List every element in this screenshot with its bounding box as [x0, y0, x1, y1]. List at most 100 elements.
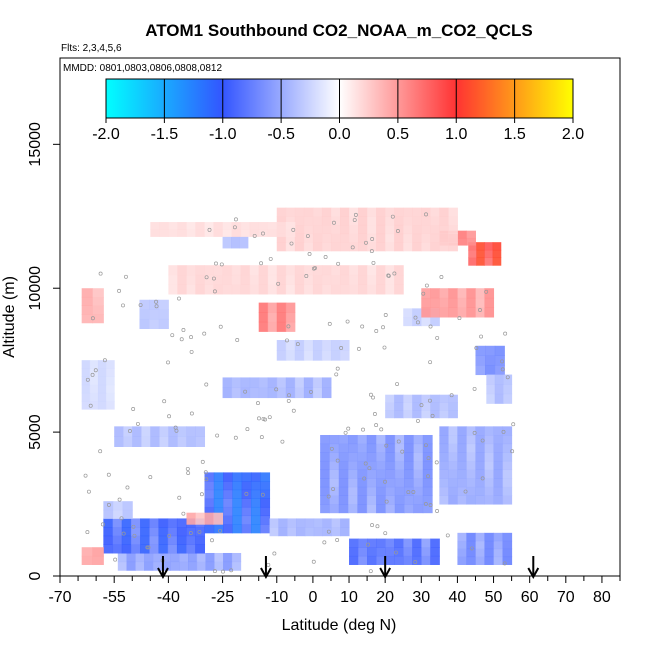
heatmap-cell	[457, 460, 467, 471]
sample-point	[406, 490, 411, 495]
heatmap-cell	[466, 532, 476, 542]
heatmap-cell	[484, 495, 495, 505]
heatmap-cell	[385, 478, 396, 488]
heatmap-cell	[303, 387, 314, 399]
y-tick-label: 10000	[27, 266, 44, 311]
heatmap-cell	[385, 460, 396, 471]
heatmap-cell	[213, 229, 224, 237]
heatmap-cell	[448, 297, 458, 308]
heatmap-cell	[267, 302, 278, 313]
heatmap-cell	[367, 547, 377, 557]
heatmap-cell	[97, 368, 107, 377]
sample-point	[212, 289, 217, 294]
heatmap-cell	[466, 297, 476, 308]
sample-point	[423, 502, 428, 506]
dates-label: MMDD: 0801,0803,0806,0808,0812	[63, 63, 222, 74]
heatmap-cell	[81, 384, 91, 394]
heatmap-cell	[502, 495, 513, 505]
heatmap-cell	[430, 216, 440, 226]
heatmap-cell	[260, 515, 271, 525]
arrow-head	[260, 567, 272, 580]
heatmap-cell	[167, 544, 178, 554]
heatmap-cell	[241, 498, 252, 508]
heatmap-cell	[404, 495, 414, 505]
heatmap-cell	[338, 460, 349, 471]
heatmap-cell	[394, 443, 405, 453]
heatmap-cell	[158, 309, 169, 320]
heatmap-cell	[403, 538, 413, 548]
heatmap-cell	[240, 284, 251, 295]
heatmap-cell	[348, 486, 358, 496]
heatmap-cell	[222, 274, 233, 285]
heatmap-cell	[276, 242, 287, 252]
sample-point	[304, 274, 309, 278]
sample-point	[415, 320, 420, 325]
x-tick-label: 80	[593, 589, 611, 606]
sample-point	[383, 531, 388, 536]
heatmap-cell	[466, 443, 476, 453]
heatmap-cell	[321, 242, 332, 252]
heatmap-cell	[186, 274, 196, 285]
heatmap-cell	[176, 518, 187, 528]
heatmap-cell	[89, 368, 99, 377]
heatmap-cell	[331, 527, 341, 537]
heatmap-cell	[448, 486, 458, 496]
heatmap-cell	[158, 318, 169, 330]
heatmap-cell	[394, 207, 404, 217]
heatmap-cell	[150, 436, 160, 447]
sample-point	[86, 489, 91, 494]
heatmap-cell	[313, 518, 324, 528]
heatmap-cell	[269, 527, 279, 537]
heatmap-cell	[81, 400, 91, 410]
heatmap-cell	[367, 265, 377, 276]
sample-point	[435, 509, 440, 513]
heatmap-cell	[457, 237, 467, 246]
heatmap-cell	[484, 443, 495, 453]
heatmap-cell	[330, 265, 341, 276]
heatmap-cell	[321, 274, 332, 285]
heatmap-cell	[249, 387, 260, 399]
heatmap-cell	[260, 498, 271, 508]
x-tick-label: -70	[48, 589, 71, 606]
heatmap-cell	[241, 472, 252, 482]
heatmap-cell	[421, 402, 431, 411]
heatmap-cell	[457, 307, 467, 318]
heatmap-cell	[267, 274, 278, 285]
heatmap-cell	[176, 535, 187, 545]
heatmap-cell	[476, 242, 486, 251]
heatmap-cell	[484, 242, 494, 251]
heatmap-cell	[204, 265, 215, 276]
heatmap-cell	[394, 486, 405, 496]
heatmap-cell	[312, 284, 323, 295]
sample-point	[428, 503, 433, 508]
heatmap-cell	[250, 481, 261, 491]
heatmap-cell	[457, 486, 467, 496]
heatmap-cell	[258, 229, 269, 237]
heatmap-cell	[132, 426, 142, 437]
heatmap-cell	[376, 538, 386, 548]
heatmap-cell	[132, 436, 142, 447]
heatmap-cell	[457, 452, 467, 462]
heatmap-cell	[250, 498, 261, 508]
heatmap-cell	[149, 309, 160, 320]
y-tick-label: 0	[27, 571, 44, 580]
heatmap-cell	[269, 518, 279, 528]
heatmap-cell	[448, 469, 458, 479]
heatmap-cell	[340, 518, 350, 528]
sample-point	[83, 473, 88, 478]
heatmap-cell	[320, 504, 330, 514]
sample-point	[350, 245, 355, 250]
sample-point	[463, 489, 468, 494]
heatmap-cell	[376, 460, 386, 471]
heatmap-cell	[150, 229, 160, 237]
heatmap-cell	[213, 284, 224, 295]
heatmap-cell	[448, 460, 458, 471]
heatmap-cell	[421, 394, 431, 403]
heatmap-cell	[385, 402, 395, 411]
heatmap-cell	[112, 518, 123, 528]
heatmap-cell	[421, 307, 431, 318]
heatmap-cell	[430, 410, 440, 419]
sample-point	[189, 411, 194, 416]
heatmap-cell	[186, 229, 196, 237]
heatmap-cell	[502, 548, 513, 558]
